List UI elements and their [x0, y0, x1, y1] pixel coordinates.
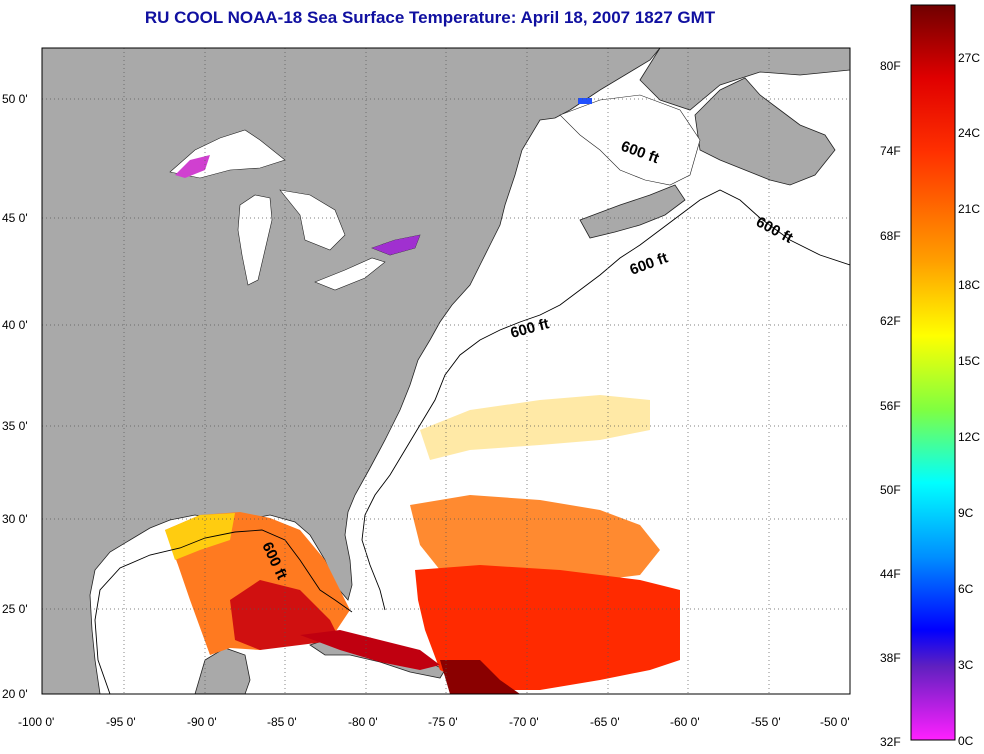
lon-tick: -95 0'	[106, 715, 136, 729]
lake-superior-sst	[175, 155, 210, 178]
cb-c-label: 9C	[958, 506, 974, 520]
gulf-st-lawrence	[559, 94, 701, 186]
cb-f-label: 56F	[880, 399, 901, 413]
lake-michigan-huron	[237, 189, 346, 286]
sst-atlantic-mid	[410, 495, 660, 585]
lon-tick: -55 0'	[751, 715, 781, 729]
sst-florida-strait	[300, 630, 440, 670]
map-frame	[41, 47, 851, 695]
cb-f-label: 62F	[880, 314, 901, 328]
sst-gulf-yellow	[165, 513, 235, 560]
lat-tick: 40 0'	[2, 318, 28, 332]
lake-ontario-sst	[372, 235, 420, 255]
lon-tick: -80 0'	[348, 715, 378, 729]
cb-f-label: 80F	[880, 59, 901, 73]
land-labrador	[639, 48, 850, 111]
lon-tick: -100 0'	[18, 715, 54, 729]
lat-tick: 45 0'	[2, 211, 28, 225]
cb-f-label: 74F	[880, 144, 901, 158]
land-maritimes	[579, 184, 686, 239]
lon-tick: -70 0'	[509, 715, 539, 729]
st-lawrence-sst	[578, 98, 592, 104]
lat-tick: 50 0'	[2, 92, 28, 106]
cb-c-label: 24C	[958, 126, 980, 140]
cb-f-label: 50F	[880, 483, 901, 497]
longitude-ticks: -100 0' -95 0' -90 0' -85 0' -80 0' -75 …	[18, 715, 850, 729]
lon-tick: -90 0'	[187, 715, 217, 729]
latitude-ticks: 50 0' 45 0' 40 0' 35 0' 30 0' 25 0' 20 0…	[2, 92, 28, 701]
colorbar-celsius-labels: 27C 24C 21C 18C 15C 12C 9C 6C 3C 0C	[958, 51, 980, 748]
lon-tick: -75 0'	[428, 715, 458, 729]
lat-tick: 35 0'	[2, 419, 28, 433]
cb-c-label: 18C	[958, 278, 980, 292]
cb-f-label: 44F	[880, 567, 901, 581]
lat-tick: 25 0'	[2, 602, 28, 616]
lon-tick: -65 0'	[590, 715, 620, 729]
grid-lines	[42, 48, 850, 694]
lon-tick: -85 0'	[267, 715, 297, 729]
cb-f-label: 32F	[880, 735, 901, 749]
land-newfoundland	[694, 77, 836, 186]
land-north-america	[42, 48, 661, 694]
cb-c-label: 0C	[958, 734, 974, 748]
cb-c-label: 27C	[958, 51, 980, 65]
cb-c-label: 6C	[958, 582, 974, 596]
chart-title: RU COOL NOAA-18 Sea Surface Temperature:…	[144, 8, 716, 27]
colorbar	[910, 4, 956, 741]
cb-c-label: 15C	[958, 354, 980, 368]
sst-atlantic-south	[415, 565, 680, 690]
lon-tick: -50 0'	[820, 715, 850, 729]
colorbar-fahrenheit-labels: 80F 74F 68F 62F 56F 50F 44F 38F 32F	[880, 59, 901, 749]
cb-f-label: 38F	[880, 651, 901, 665]
cb-c-label: 12C	[958, 430, 980, 444]
sst-caribbean-hot	[440, 660, 520, 694]
sst-atlantic-north	[420, 395, 650, 460]
cb-c-label: 21C	[958, 202, 980, 216]
lat-tick: 30 0'	[2, 512, 28, 526]
lat-tick: 20 0'	[2, 687, 28, 701]
lon-tick: -60 0'	[670, 715, 700, 729]
sst-gulf-warm	[230, 580, 340, 650]
cb-f-label: 68F	[880, 229, 901, 243]
cb-c-label: 3C	[958, 658, 974, 672]
isobath-600ft	[94, 189, 850, 694]
